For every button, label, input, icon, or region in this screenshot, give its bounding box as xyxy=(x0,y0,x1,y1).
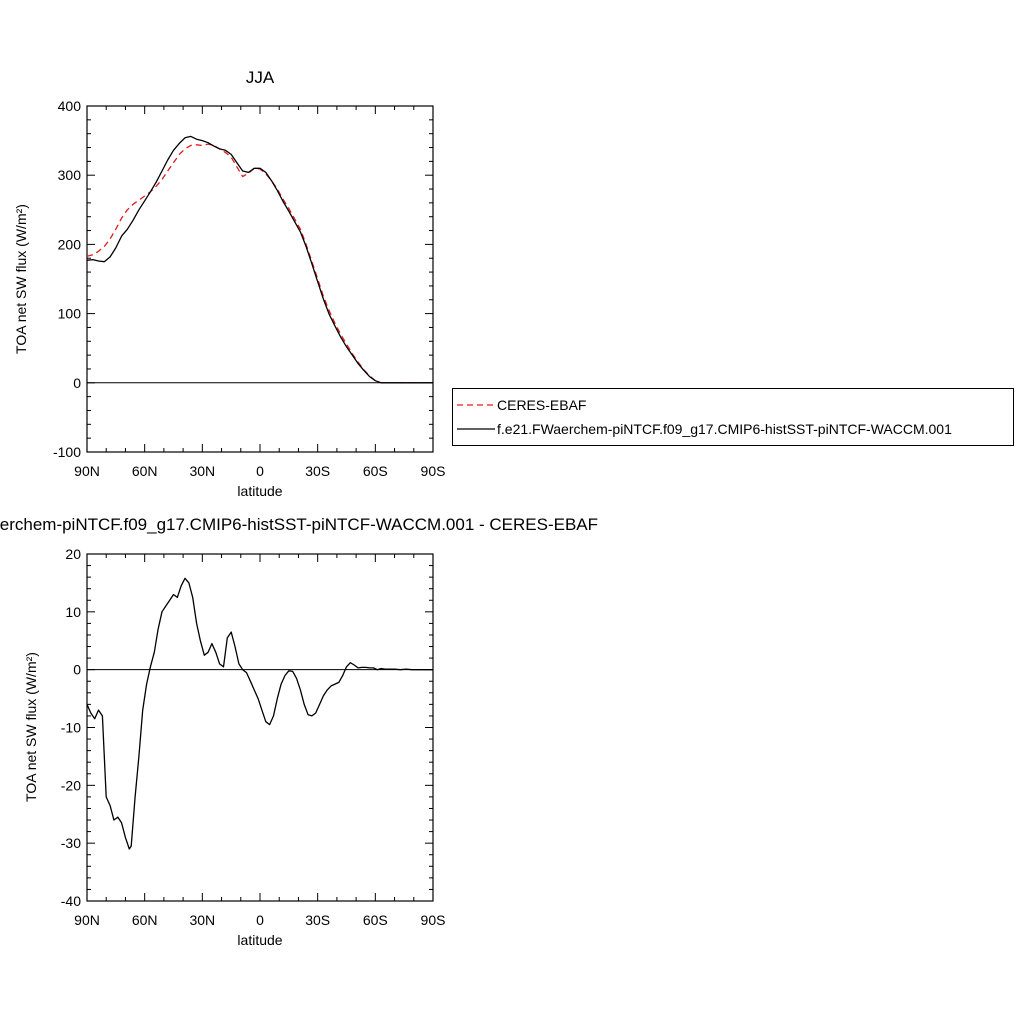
chart2-x-axis-label: latitude xyxy=(237,932,282,948)
chart1-x-tick-label: 30S xyxy=(305,463,330,479)
chart1-series-line-2 xyxy=(86,135,433,384)
chart2-plot-frame xyxy=(86,553,434,902)
chart2-title: f.e21.FWaerchem-piNTCF.f09_g17.CMIP6-his… xyxy=(0,515,598,534)
chart1-x-tick-label: 90N xyxy=(74,463,100,479)
chart2-y-tick-label: -20 xyxy=(61,777,81,793)
chart1-x-tick-label: 90S xyxy=(421,463,446,479)
legend-label-model: f.e21.FWaerchem-piNTCF.f09_g17.CMIP6-his… xyxy=(497,421,952,437)
chart2-y-tick-label: 0 xyxy=(73,662,81,678)
chart2-y-tick-label: -10 xyxy=(61,720,81,736)
chart1-x-tick-label: 60S xyxy=(363,463,388,479)
chart2-x-tick-label: 30N xyxy=(189,912,215,928)
chart2-x-tick-label: 60N xyxy=(132,912,158,928)
chart1-y-tick-label: 100 xyxy=(58,306,82,322)
legend-swatch-dashed-red xyxy=(457,404,495,406)
chart2-series-line-1 xyxy=(86,577,433,850)
chart1-title: JJA xyxy=(246,68,275,87)
chart1-y-tick-label: 300 xyxy=(58,167,82,183)
chart2-x-tick-label: 0 xyxy=(256,912,264,928)
chart1-x-axis-label: latitude xyxy=(237,483,282,499)
chart1-y-tick-label: 0 xyxy=(73,375,81,391)
chart1-y-axis-label: TOA net SW flux (W/m²) xyxy=(13,204,29,354)
chart1-x-tick-label: 0 xyxy=(256,463,264,479)
chart1-x-tick-label: 30N xyxy=(189,463,215,479)
legend-swatch-solid-black xyxy=(457,428,495,430)
chart2-y-tick-label: -30 xyxy=(61,835,81,851)
chart1-series-line-1 xyxy=(86,143,433,384)
chart2-x-tick-label: 60S xyxy=(363,912,388,928)
legend-item-model: f.e21.FWaerchem-piNTCF.f09_g17.CMIP6-his… xyxy=(457,419,952,439)
legend-label-ceres: CERES-EBAF xyxy=(497,397,587,413)
chart2-y-tick-label: 10 xyxy=(65,604,81,620)
chart1-plot-frame xyxy=(86,105,434,453)
legend: CERES-EBAF f.e21.FWaerchem-piNTCF.f09_g1… xyxy=(452,388,1014,446)
legend-item-ceres: CERES-EBAF xyxy=(457,395,586,415)
chart2-y-axis-label: TOA net SW flux (W/m²) xyxy=(23,652,39,802)
chart2-x-tick-label: 30S xyxy=(305,912,330,928)
chart1-y-tick-label: 400 xyxy=(58,98,82,114)
chart1-x-tick-label: 60N xyxy=(132,463,158,479)
chart2-x-tick-label: 90N xyxy=(74,912,100,928)
chart1-y-tick-label: -100 xyxy=(53,444,81,460)
chart2-y-tick-label: 20 xyxy=(65,546,81,562)
chart2-y-tick-label: -40 xyxy=(61,893,81,909)
chart1-y-tick-label: 200 xyxy=(58,236,82,252)
chart2-x-tick-label: 90S xyxy=(421,912,446,928)
